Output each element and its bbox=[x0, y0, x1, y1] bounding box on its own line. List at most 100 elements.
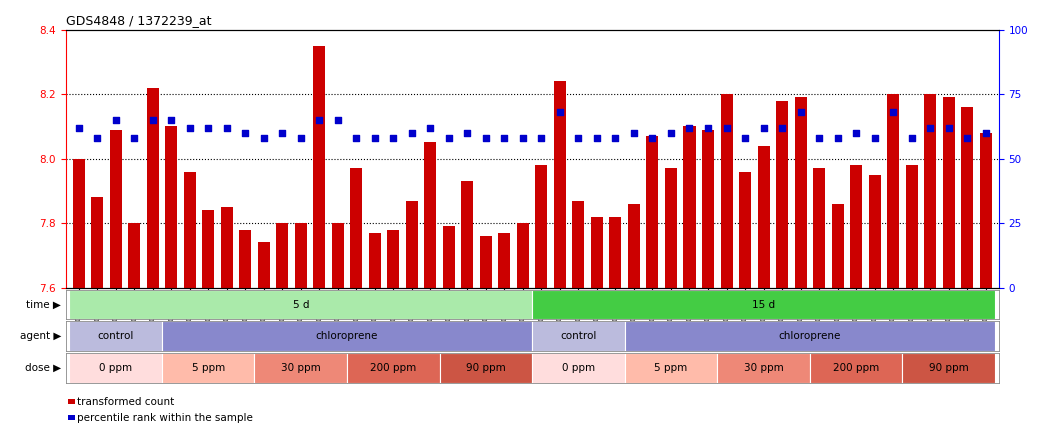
Point bbox=[237, 129, 254, 136]
Point bbox=[552, 109, 569, 115]
Bar bbox=[717, 353, 810, 383]
Bar bbox=[239, 230, 251, 288]
Text: 5 d: 5 d bbox=[292, 299, 309, 310]
Point bbox=[607, 135, 624, 141]
Point bbox=[144, 116, 161, 124]
Text: 30 ppm: 30 ppm bbox=[281, 363, 321, 373]
Bar bbox=[388, 230, 399, 288]
Point bbox=[921, 124, 938, 131]
Point bbox=[366, 135, 383, 141]
Bar bbox=[220, 207, 233, 288]
Bar bbox=[146, 88, 159, 288]
Text: 0 ppm: 0 ppm bbox=[562, 363, 595, 373]
Point bbox=[700, 124, 717, 131]
Bar bbox=[720, 94, 733, 288]
Point bbox=[533, 135, 550, 141]
Bar bbox=[331, 223, 344, 288]
Point bbox=[718, 124, 735, 131]
Point bbox=[644, 135, 661, 141]
Point bbox=[810, 135, 827, 141]
Bar bbox=[625, 321, 995, 351]
Bar bbox=[294, 223, 307, 288]
Point bbox=[89, 135, 106, 141]
Point bbox=[310, 116, 327, 124]
Bar bbox=[665, 168, 677, 288]
Bar bbox=[165, 126, 177, 288]
Text: dose ▶: dose ▶ bbox=[24, 363, 61, 373]
Bar bbox=[887, 94, 899, 288]
Bar bbox=[162, 353, 254, 383]
Point bbox=[496, 135, 513, 141]
Point bbox=[292, 135, 309, 141]
Point bbox=[515, 135, 532, 141]
Point bbox=[829, 135, 846, 141]
Point bbox=[459, 129, 475, 136]
Bar bbox=[628, 204, 640, 288]
Bar bbox=[533, 290, 995, 319]
Bar bbox=[831, 204, 844, 288]
Bar bbox=[925, 94, 936, 288]
Bar bbox=[69, 321, 162, 351]
Bar bbox=[406, 201, 418, 288]
Text: 200 ppm: 200 ppm bbox=[371, 363, 416, 373]
Bar bbox=[499, 233, 510, 288]
Point bbox=[755, 124, 772, 131]
Point bbox=[384, 135, 401, 141]
Bar bbox=[573, 201, 585, 288]
Point bbox=[626, 129, 643, 136]
Point bbox=[421, 124, 438, 131]
Bar bbox=[439, 353, 533, 383]
Bar bbox=[533, 353, 625, 383]
Point bbox=[329, 116, 346, 124]
Bar bbox=[980, 133, 991, 288]
Point bbox=[958, 135, 975, 141]
Bar bbox=[369, 233, 381, 288]
Point bbox=[255, 135, 272, 141]
Bar bbox=[162, 321, 533, 351]
Text: 0 ppm: 0 ppm bbox=[100, 363, 132, 373]
Point bbox=[403, 129, 420, 136]
Text: 30 ppm: 30 ppm bbox=[743, 363, 784, 373]
Bar bbox=[313, 46, 325, 288]
Bar bbox=[202, 210, 214, 288]
Bar bbox=[683, 126, 696, 288]
Bar bbox=[702, 129, 714, 288]
Point bbox=[181, 124, 198, 131]
Text: 200 ppm: 200 ppm bbox=[833, 363, 879, 373]
Point bbox=[847, 129, 864, 136]
Point bbox=[478, 135, 495, 141]
Point bbox=[866, 135, 883, 141]
Point bbox=[163, 116, 180, 124]
Text: 5 ppm: 5 ppm bbox=[192, 363, 225, 373]
Bar bbox=[254, 353, 347, 383]
Bar bbox=[794, 97, 807, 288]
Bar bbox=[609, 217, 622, 288]
Text: 90 ppm: 90 ppm bbox=[929, 363, 969, 373]
Point bbox=[773, 124, 790, 131]
Text: control: control bbox=[560, 331, 596, 341]
Bar bbox=[625, 353, 717, 383]
Text: 90 ppm: 90 ppm bbox=[466, 363, 506, 373]
Text: GDS4848 / 1372239_at: GDS4848 / 1372239_at bbox=[66, 14, 211, 27]
Bar bbox=[850, 165, 862, 288]
Bar bbox=[425, 143, 436, 288]
Bar bbox=[810, 353, 902, 383]
Point bbox=[663, 129, 680, 136]
Point bbox=[940, 124, 957, 131]
Point bbox=[884, 109, 901, 115]
Bar bbox=[962, 107, 973, 288]
Bar bbox=[257, 242, 270, 288]
Text: chloroprene: chloroprene bbox=[778, 331, 841, 341]
Bar bbox=[351, 168, 362, 288]
Bar bbox=[902, 353, 995, 383]
Bar bbox=[517, 223, 528, 288]
Text: 15 d: 15 d bbox=[752, 299, 775, 310]
Bar bbox=[776, 101, 788, 288]
Bar bbox=[276, 223, 288, 288]
Bar bbox=[91, 197, 103, 288]
Point bbox=[903, 135, 920, 141]
Text: 5 ppm: 5 ppm bbox=[654, 363, 687, 373]
Text: percentile rank within the sample: percentile rank within the sample bbox=[76, 413, 252, 423]
Bar bbox=[73, 159, 85, 288]
Point bbox=[792, 109, 809, 115]
